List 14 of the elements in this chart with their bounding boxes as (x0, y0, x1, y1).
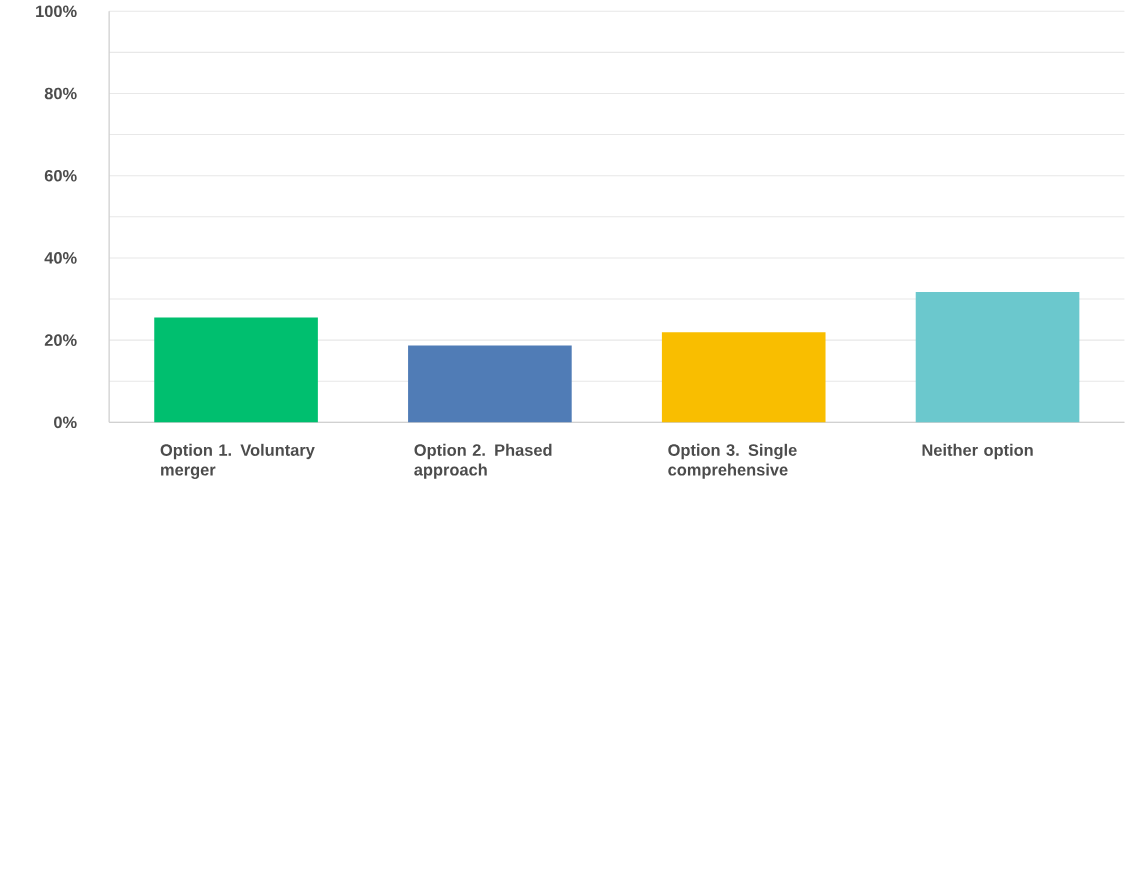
y-tick-label: 80% (44, 87, 77, 100)
y-tick-label: 20% (44, 334, 77, 346)
bar (915, 291, 1080, 423)
y-tick-label: 40% (44, 251, 77, 264)
y-tick-label: 60% (44, 169, 77, 182)
bar (661, 332, 826, 423)
x-tick-label: Neither option (922, 443, 1033, 459)
x-tick-label: Option 3. Single comprehensive (668, 443, 797, 479)
y-tick-label: 0% (54, 416, 77, 428)
bar (408, 345, 572, 423)
bar (154, 317, 318, 423)
x-tick-label: Option 2. Phased approach (414, 443, 552, 479)
y-tick-label: 100% (36, 5, 77, 17)
x-tick-label: Option 1. Voluntary merger (160, 443, 315, 479)
